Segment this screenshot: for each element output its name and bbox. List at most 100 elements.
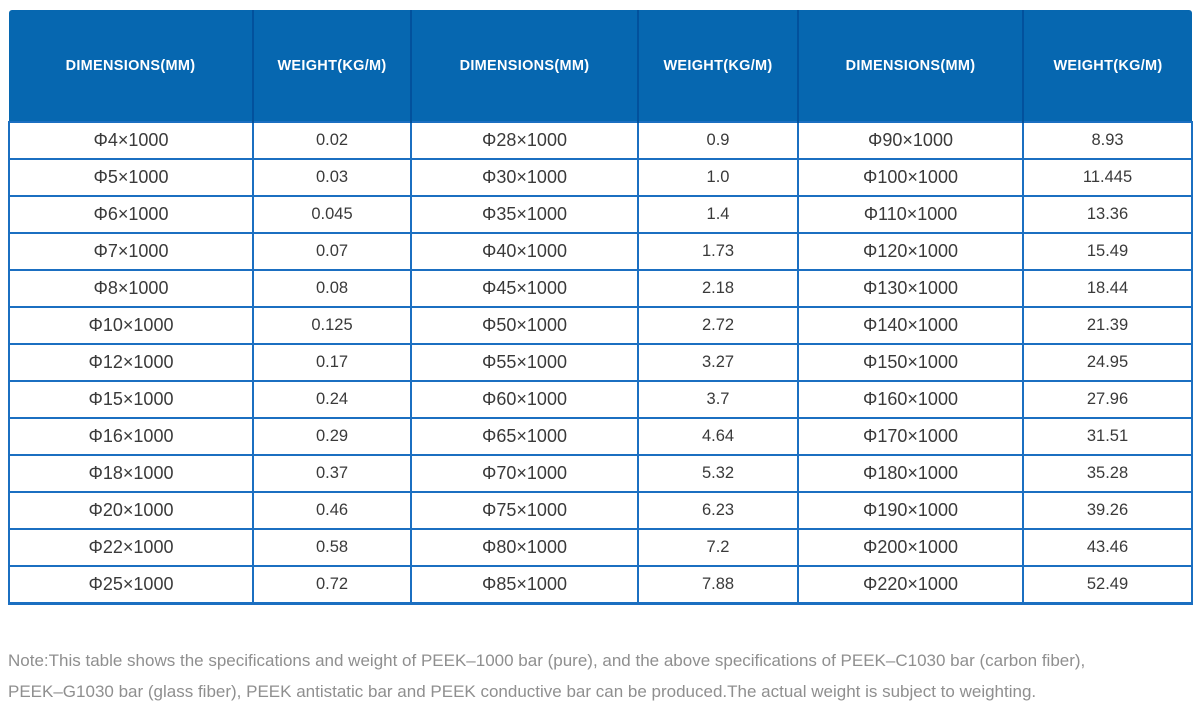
dimension-cell: Φ45×1000 — [410, 269, 639, 308]
weight-cell: 1.0 — [637, 158, 799, 197]
column-header-dimensions: DIMENSIONS(MM) — [9, 10, 253, 122]
weight-cell: 52.49 — [1022, 565, 1193, 605]
dimension-cell: Φ12×1000 — [8, 343, 254, 382]
weight-cell: 0.045 — [252, 195, 412, 234]
dimension-cell: Φ16×1000 — [8, 417, 254, 456]
dimension-cell: Φ200×1000 — [797, 528, 1024, 567]
table-row: Φ10×1000 0.125 Φ50×1000 2.72 Φ140×1000 2… — [8, 306, 1193, 345]
weight-cell: 7.2 — [637, 528, 799, 567]
spec-table-container: DIMENSIONS(MM) WEIGHT(KG/M) DIMENSIONS(M… — [8, 10, 1193, 605]
dimension-cell: Φ5×1000 — [8, 158, 254, 197]
table-row: Φ25×1000 0.72 Φ85×1000 7.88 Φ220×1000 52… — [8, 565, 1193, 605]
dimension-cell: Φ190×1000 — [797, 491, 1024, 530]
weight-cell: 31.51 — [1022, 417, 1193, 456]
weight-cell: 2.72 — [637, 306, 799, 345]
column-header-weight: WEIGHT(KG/M) — [252, 10, 411, 122]
note-line: Note:This table shows the specifications… — [8, 651, 1086, 670]
column-header-dimensions: DIMENSIONS(MM) — [797, 10, 1023, 122]
weight-cell: 35.28 — [1022, 454, 1193, 493]
weight-cell: 8.93 — [1022, 121, 1193, 160]
dimension-cell: Φ18×1000 — [8, 454, 254, 493]
dimension-cell: Φ90×1000 — [797, 121, 1024, 160]
weight-cell: 15.49 — [1022, 232, 1193, 271]
table-row: Φ18×1000 0.37 Φ70×1000 5.32 Φ180×1000 35… — [8, 454, 1193, 493]
dimension-cell: Φ10×1000 — [8, 306, 254, 345]
dimension-cell: Φ150×1000 — [797, 343, 1024, 382]
table-body: Φ4×1000 0.02 Φ28×1000 0.9 Φ90×1000 8.93 … — [8, 121, 1193, 605]
weight-cell: 43.46 — [1022, 528, 1193, 567]
note-text: Note:This table shows the specifications… — [8, 645, 1192, 707]
dimension-cell: Φ110×1000 — [797, 195, 1024, 234]
dimension-cell: Φ70×1000 — [410, 454, 639, 493]
weight-cell: 24.95 — [1022, 343, 1193, 382]
dimension-cell: Φ28×1000 — [410, 121, 639, 160]
dimension-cell: Φ50×1000 — [410, 306, 639, 345]
dimension-cell: Φ130×1000 — [797, 269, 1024, 308]
table-row: Φ22×1000 0.58 Φ80×1000 7.2 Φ200×1000 43.… — [8, 528, 1193, 567]
table-row: Φ20×1000 0.46 Φ75×1000 6.23 Φ190×1000 39… — [8, 491, 1193, 530]
dimension-cell: Φ30×1000 — [410, 158, 639, 197]
dimension-cell: Φ160×1000 — [797, 380, 1024, 419]
weight-cell: 2.18 — [637, 269, 799, 308]
weight-cell: 0.17 — [252, 343, 412, 382]
dimension-cell: Φ4×1000 — [8, 121, 254, 160]
column-header-dimensions: DIMENSIONS(MM) — [410, 10, 638, 122]
dimension-cell: Φ75×1000 — [410, 491, 639, 530]
column-header-weight: WEIGHT(KG/M) — [637, 10, 798, 122]
dimension-cell: Φ100×1000 — [797, 158, 1024, 197]
header-row: DIMENSIONS(MM) WEIGHT(KG/M) DIMENSIONS(M… — [9, 10, 1192, 122]
dimension-cell: Φ8×1000 — [8, 269, 254, 308]
table-row: Φ16×1000 0.29 Φ65×1000 4.64 Φ170×1000 31… — [8, 417, 1193, 456]
dimension-cell: Φ6×1000 — [8, 195, 254, 234]
peek-bar-weight-table: DIMENSIONS(MM) WEIGHT(KG/M) DIMENSIONS(M… — [8, 10, 1193, 605]
weight-cell: 0.37 — [252, 454, 412, 493]
weight-cell: 0.46 — [252, 491, 412, 530]
weight-cell: 0.58 — [252, 528, 412, 567]
weight-cell: 27.96 — [1022, 380, 1193, 419]
dimension-cell: Φ25×1000 — [8, 565, 254, 605]
weight-cell: 0.9 — [637, 121, 799, 160]
weight-cell: 0.72 — [252, 565, 412, 605]
weight-cell: 3.27 — [637, 343, 799, 382]
weight-cell: 11.445 — [1022, 158, 1193, 197]
dimension-cell: Φ170×1000 — [797, 417, 1024, 456]
dimension-cell: Φ7×1000 — [8, 232, 254, 271]
table-row: Φ15×1000 0.24 Φ60×1000 3.7 Φ160×1000 27.… — [8, 380, 1193, 419]
weight-cell: 39.26 — [1022, 491, 1193, 530]
dimension-cell: Φ60×1000 — [410, 380, 639, 419]
table-row: Φ12×1000 0.17 Φ55×1000 3.27 Φ150×1000 24… — [8, 343, 1193, 382]
dimension-cell: Φ22×1000 — [8, 528, 254, 567]
dimension-cell: Φ85×1000 — [410, 565, 639, 605]
table-header: DIMENSIONS(MM) WEIGHT(KG/M) DIMENSIONS(M… — [9, 10, 1192, 122]
dimension-cell: Φ180×1000 — [797, 454, 1024, 493]
weight-cell: 0.02 — [252, 121, 412, 160]
dimension-cell: Φ65×1000 — [410, 417, 639, 456]
weight-cell: 1.73 — [637, 232, 799, 271]
table-row: Φ6×1000 0.045 Φ35×1000 1.4 Φ110×1000 13.… — [8, 195, 1193, 234]
column-header-weight: WEIGHT(KG/M) — [1022, 10, 1192, 122]
weight-cell: 0.08 — [252, 269, 412, 308]
dimension-cell: Φ35×1000 — [410, 195, 639, 234]
weight-cell: 0.03 — [252, 158, 412, 197]
table-row: Φ7×1000 0.07 Φ40×1000 1.73 Φ120×1000 15.… — [8, 232, 1193, 271]
weight-cell: 7.88 — [637, 565, 799, 605]
weight-cell: 0.24 — [252, 380, 412, 419]
dimension-cell: Φ220×1000 — [797, 565, 1024, 605]
weight-cell: 1.4 — [637, 195, 799, 234]
weight-cell: 13.36 — [1022, 195, 1193, 234]
table-row: Φ8×1000 0.08 Φ45×1000 2.18 Φ130×1000 18.… — [8, 269, 1193, 308]
note-line: PEEK–G1030 bar (glass fiber), PEEK antis… — [8, 682, 1037, 701]
dimension-cell: Φ120×1000 — [797, 232, 1024, 271]
weight-cell: 5.32 — [637, 454, 799, 493]
weight-cell: 21.39 — [1022, 306, 1193, 345]
dimension-cell: Φ80×1000 — [410, 528, 639, 567]
weight-cell: 0.29 — [252, 417, 412, 456]
weight-cell: 0.07 — [252, 232, 412, 271]
weight-cell: 0.125 — [252, 306, 412, 345]
table-row: Φ4×1000 0.02 Φ28×1000 0.9 Φ90×1000 8.93 — [8, 121, 1193, 160]
dimension-cell: Φ20×1000 — [8, 491, 254, 530]
weight-cell: 4.64 — [637, 417, 799, 456]
dimension-cell: Φ15×1000 — [8, 380, 254, 419]
weight-cell: 6.23 — [637, 491, 799, 530]
table-row: Φ5×1000 0.03 Φ30×1000 1.0 Φ100×1000 11.4… — [8, 158, 1193, 197]
